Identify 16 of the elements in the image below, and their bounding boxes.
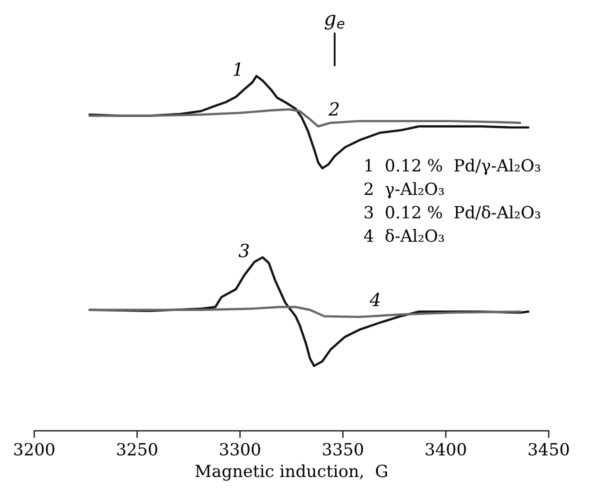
annotation: 1 0.12 % Pd/γ-Al₂O₃ bbox=[366, 158, 540, 175]
annotation: 3 0.12 % Pd/δ-Al₂O₃ bbox=[364, 206, 540, 220]
x-axis-title: Magnetic induction, G bbox=[195, 464, 388, 481]
series-label: 3 bbox=[238, 244, 249, 258]
x-tick-label: 3450 bbox=[528, 442, 569, 456]
x-tick-label: 3350 bbox=[322, 442, 364, 456]
series-label: 4 bbox=[370, 292, 380, 306]
annotation: 4 δ-Al₂O₃ bbox=[364, 228, 444, 242]
series-label: 2 bbox=[328, 102, 339, 116]
x-tick-label: 3250 bbox=[117, 442, 158, 456]
x-tick-label: 3300 bbox=[220, 442, 260, 456]
annotation: 2 γ-Al₂O₃ bbox=[364, 182, 444, 198]
x-tick-label: 3200 bbox=[14, 442, 54, 456]
ref-line-label: g$_{e}$ bbox=[324, 14, 344, 30]
series-label: 1 bbox=[233, 62, 240, 76]
x-tick-label: 3400 bbox=[426, 442, 466, 456]
